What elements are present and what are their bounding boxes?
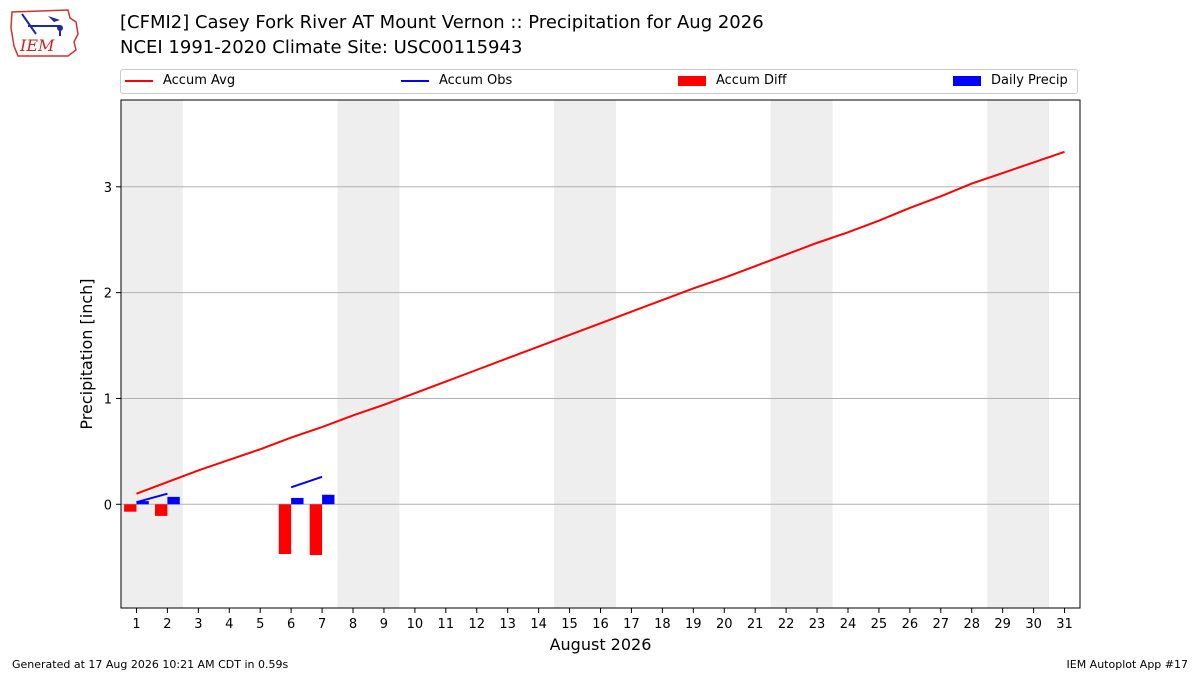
legend: Accum Avg Accum Obs Accum Diff Daily Pre…	[120, 69, 1078, 94]
accum-diff-bar-1	[124, 504, 137, 512]
bars	[124, 494, 335, 556]
generated-timestamp: Generated at 17 Aug 2026 10:21 AM CDT in…	[12, 658, 289, 671]
x-tick-label-12: 12	[468, 617, 485, 632]
legend-label-accum-avg: Accum Avg	[163, 73, 236, 88]
weekend-shading	[121, 100, 1050, 608]
x-tick-label-17: 17	[623, 617, 640, 632]
weekend-band-0	[121, 100, 183, 608]
accum-avg-line-0	[136, 150, 1065, 495]
legend-item-accum-diff: Accum Diff	[678, 73, 787, 88]
legend-swatch-accum-obs	[401, 79, 429, 82]
x-tick-label-30: 30	[1025, 617, 1042, 632]
x-tick-label-16: 16	[592, 617, 609, 632]
daily-precip-bar-6	[291, 497, 304, 505]
weekend-band-4	[987, 100, 1050, 608]
x-tick-label-2: 2	[163, 617, 171, 632]
legend-swatch-accum-avg	[125, 79, 153, 82]
daily-precip-bar-7	[322, 494, 335, 505]
legend-label-accum-obs: Accum Obs	[439, 73, 513, 88]
x-tick-label-28: 28	[963, 617, 980, 632]
x-tick-label-13: 13	[499, 617, 516, 632]
x-axis-label: August 2026	[550, 635, 652, 654]
svg-text:IEM: IEM	[19, 36, 55, 55]
gridlines	[121, 186, 1080, 505]
daily-precip-bar-1	[136, 501, 149, 505]
x-tick-label-20: 20	[716, 617, 733, 632]
x-tick-label-5: 5	[256, 617, 264, 632]
x-tick-label-27: 27	[933, 617, 950, 632]
x-tick-label-7: 7	[318, 617, 326, 632]
accum-diff-bar-2	[155, 504, 168, 516]
legend-label-accum-diff: Accum Diff	[716, 73, 787, 88]
y-axis-label: Precipitation [inch]	[77, 278, 96, 429]
x-tick-label-3: 3	[194, 617, 202, 632]
chart-subtitle: NCEI 1991-2020 Climate Site: USC00115943	[120, 37, 523, 58]
legend-item-accum-obs: Accum Obs	[401, 73, 512, 88]
x-tick-label-11: 11	[438, 617, 455, 632]
x-tick-label-24: 24	[840, 617, 857, 632]
accum-diff-bar-7	[309, 504, 323, 556]
accum-obs-line-1	[290, 475, 323, 489]
weekend-band-3	[770, 100, 833, 608]
y-tick-label-3: 3	[104, 181, 112, 196]
x-tick-label-15: 15	[561, 617, 578, 632]
legend-label-daily-precip: Daily Precip	[991, 73, 1068, 88]
iem-logo: IEM	[10, 9, 79, 57]
chart-title: [CFMI2] Casey Fork River AT Mount Vernon…	[120, 12, 764, 33]
x-tick-label-23: 23	[809, 617, 826, 632]
x-tick-label-31: 31	[1056, 617, 1073, 632]
x-tick-label-25: 25	[871, 617, 888, 632]
x-tick-label-1: 1	[132, 617, 140, 632]
x-tick-label-8: 8	[349, 617, 357, 632]
x-tick-label-26: 26	[902, 617, 919, 632]
series-lines	[136, 150, 1065, 504]
weekend-band-2	[554, 100, 616, 608]
y-tick-label-2: 2	[104, 287, 112, 302]
accum-diff-bar-6	[278, 504, 292, 555]
y-tick-label-1: 1	[104, 392, 112, 407]
legend-swatch-accum-diff	[678, 75, 706, 86]
legend-item-daily-precip: Daily Precip	[953, 73, 1068, 88]
legend-item-accum-avg: Accum Avg	[125, 73, 235, 88]
x-tick-label-10: 10	[407, 617, 424, 632]
y-axis-ticks: 0 1 2 3	[104, 181, 121, 513]
x-tick-label-22: 22	[778, 617, 795, 632]
x-tick-label-21: 21	[747, 617, 764, 632]
accum-obs-line-0	[136, 492, 168, 504]
y-tick-label-0: 0	[104, 498, 112, 513]
x-tick-label-18: 18	[654, 617, 671, 632]
x-tick-label-19: 19	[685, 617, 702, 632]
legend-swatch-daily-precip	[953, 75, 981, 86]
x-tick-label-4: 4	[225, 617, 233, 632]
x-tick-label-14: 14	[530, 617, 547, 632]
weekend-band-1	[337, 100, 400, 608]
x-tick-label-6: 6	[287, 617, 295, 632]
x-tick-label-9: 9	[380, 617, 388, 632]
x-tick-label-29: 29	[994, 617, 1011, 632]
daily-precip-bar-2	[167, 496, 180, 505]
x-axis-ticks: 1 2 3 4 5 6 7 8 9 10 11 12 13 14 15 16 17 18 19 20 21 22 23 24 2…	[132, 608, 1073, 632]
app-label: IEM Autoplot App #17	[1066, 658, 1189, 671]
